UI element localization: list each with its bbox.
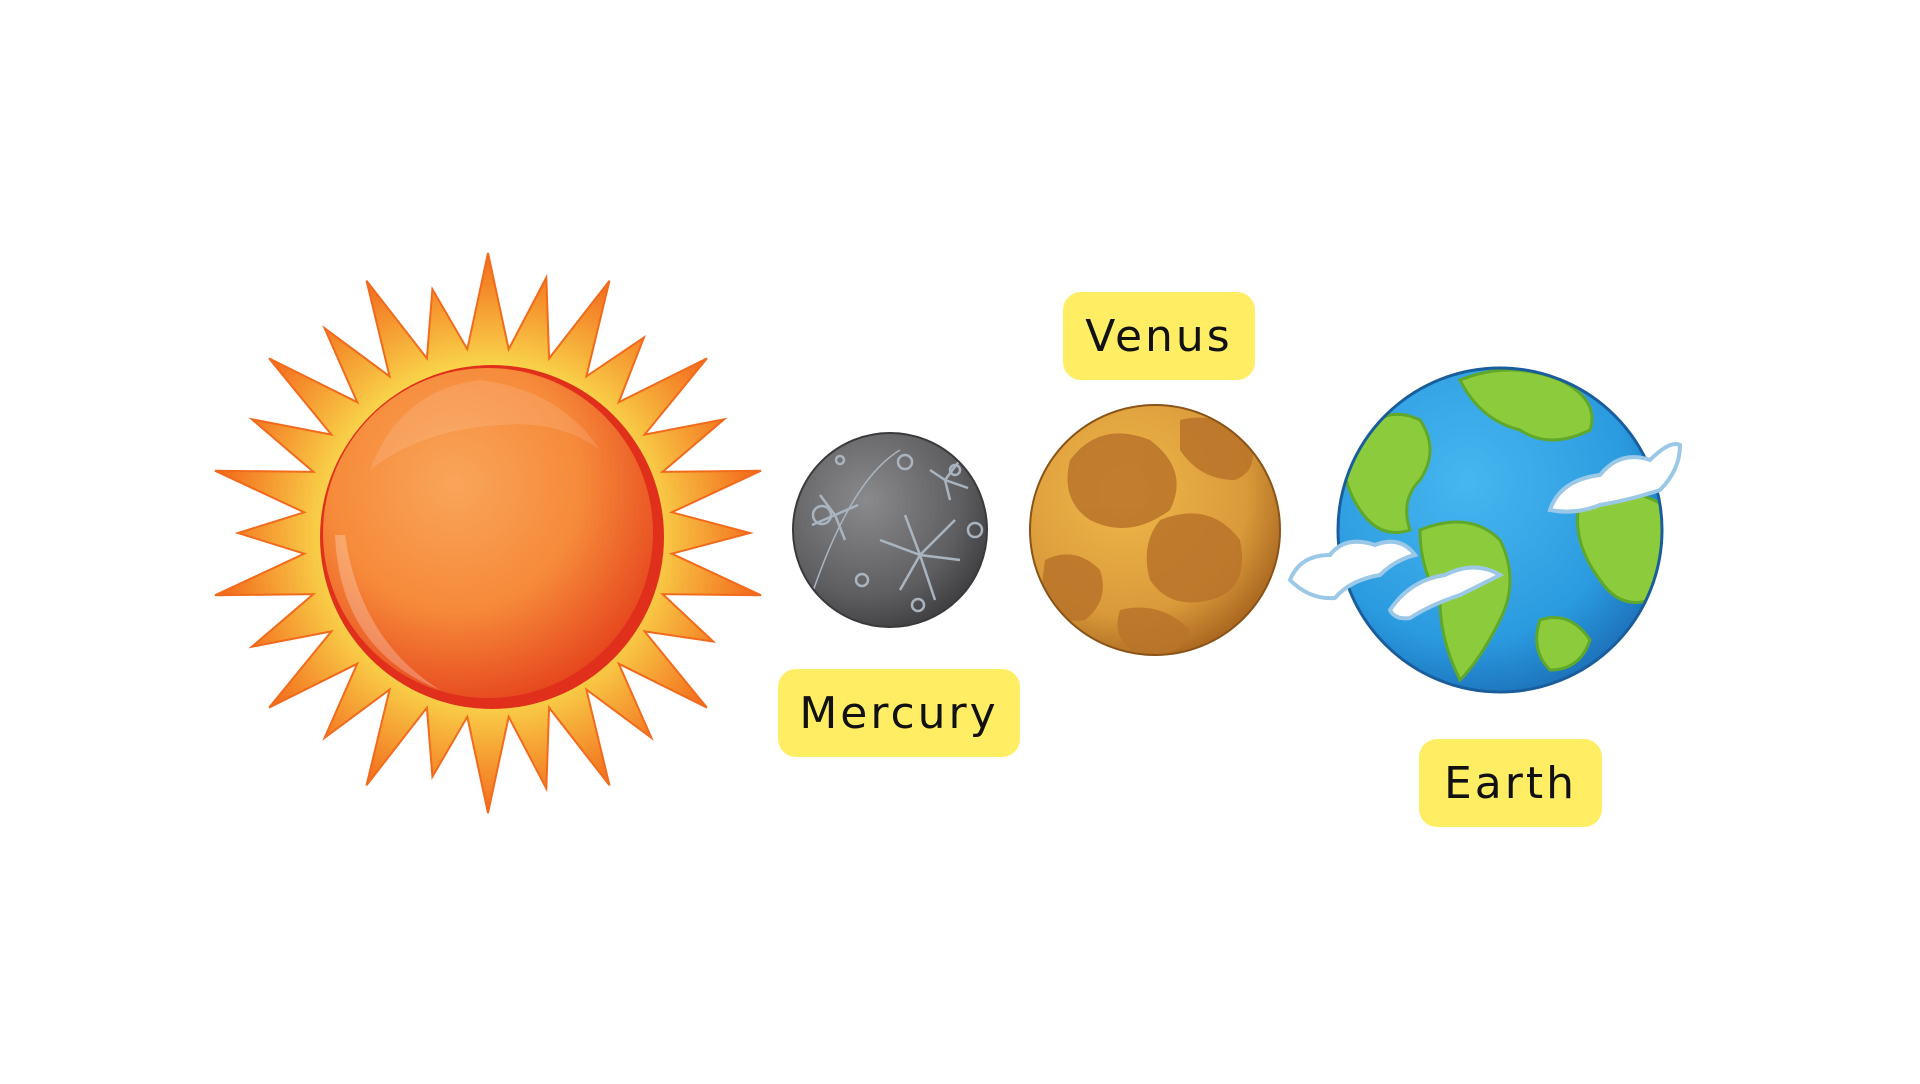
sun-icon bbox=[214, 252, 762, 814]
venus-label: Venus bbox=[1063, 292, 1255, 380]
sun-highlight bbox=[370, 380, 600, 470]
earth-clouds bbox=[1287, 442, 1683, 621]
mercury-craters bbox=[809, 449, 984, 613]
earth-planet-icon bbox=[1287, 366, 1683, 694]
earth-label: Earth bbox=[1419, 739, 1602, 827]
venus-planet-icon bbox=[1029, 404, 1281, 656]
sun-body bbox=[323, 368, 653, 698]
mercury-label: Mercury bbox=[778, 669, 1020, 757]
sun-edge-shine bbox=[335, 535, 440, 690]
mercury-planet-icon bbox=[792, 432, 988, 628]
earth-continents bbox=[1342, 368, 1662, 683]
venus-patches bbox=[1040, 417, 1253, 655]
mercury-body bbox=[793, 433, 987, 627]
